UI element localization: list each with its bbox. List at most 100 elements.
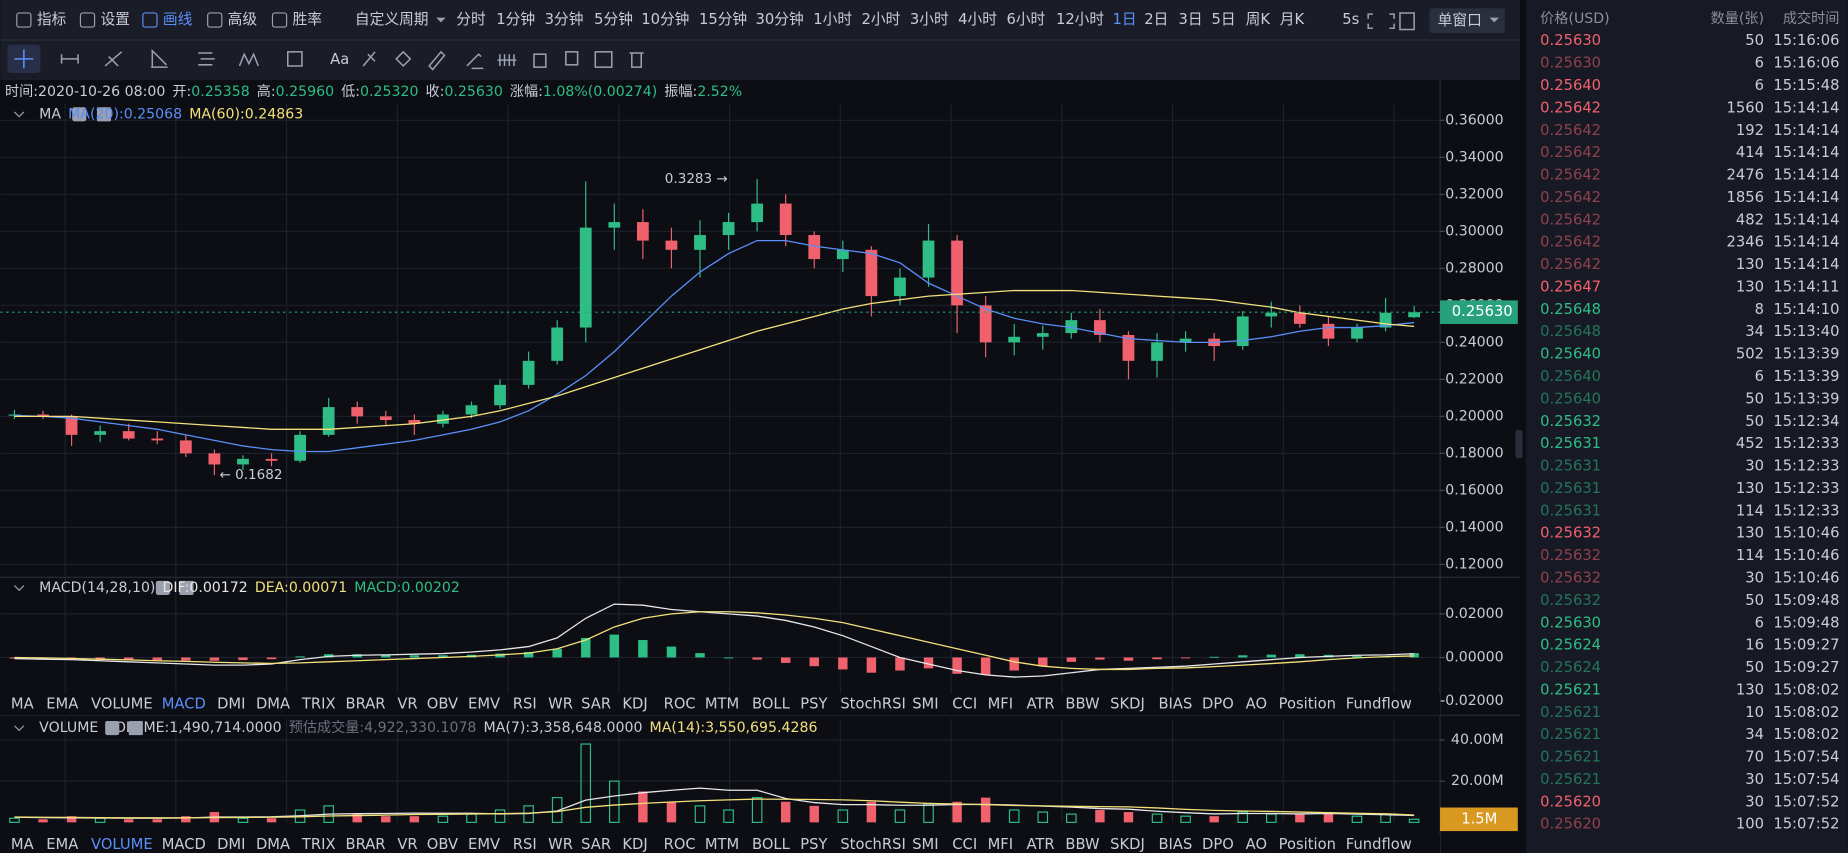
indicator-tab[interactable]: Fundflow — [1346, 696, 1412, 713]
tool-button[interactable]: 画线 — [163, 11, 193, 28]
period-button[interactable]: 4小时 — [958, 11, 997, 28]
indicator-tab[interactable]: ATR — [1027, 696, 1055, 713]
angle-tool[interactable] — [151, 48, 168, 68]
indicator-tab[interactable]: TRIX — [301, 836, 336, 853]
tool-icon[interactable] — [16, 12, 32, 28]
period-button[interactable]: 3分钟 — [545, 11, 584, 28]
indicator-tab[interactable]: VR — [397, 836, 417, 853]
copy-tool[interactable] — [565, 51, 579, 66]
indicator-tab[interactable]: DPO — [1202, 696, 1234, 713]
collapse-handle[interactable] — [1515, 430, 1523, 459]
indicator-tab[interactable]: SMI — [912, 696, 938, 713]
period-button[interactable]: 1小时 — [813, 11, 852, 28]
tool-icon[interactable] — [271, 12, 288, 28]
period-button[interactable]: 6小时 — [1006, 11, 1045, 28]
indicator-tab[interactable]: KDJ — [622, 696, 647, 713]
indicator-tab[interactable]: Position — [1279, 836, 1336, 853]
indicator-tab[interactable]: BRAR — [346, 836, 386, 853]
splitter[interactable] — [1520, 0, 1527, 853]
indicator-tab[interactable]: EMA — [46, 836, 78, 853]
indicator-tab[interactable]: BIAS — [1158, 696, 1192, 713]
settings-icon[interactable] — [155, 580, 170, 595]
lock-tool[interactable] — [533, 53, 547, 68]
collapse-arrow[interactable] — [14, 725, 25, 732]
indicator-tab[interactable]: SAR — [581, 696, 611, 713]
indicator-tab[interactable]: MTM — [705, 836, 739, 853]
tool-button[interactable]: 高级 — [228, 11, 258, 28]
indicator-tab[interactable]: Position — [1279, 696, 1336, 713]
indicator-tab[interactable]: MA — [11, 836, 34, 853]
period-button[interactable]: 3日 — [1178, 11, 1202, 28]
delete-tool[interactable] — [629, 52, 644, 68]
window-mode[interactable]: 单窗口 — [1438, 11, 1482, 29]
period-button[interactable]: 15分钟 — [699, 11, 747, 28]
font-button[interactable]: Aa — [330, 51, 349, 68]
indicator-tab[interactable]: StochRSI — [840, 696, 905, 713]
period-button[interactable]: 5分钟 — [594, 11, 633, 28]
indicator-tab[interactable]: KDJ — [622, 836, 647, 853]
tool-button[interactable]: 指标 — [37, 11, 67, 28]
period-button[interactable]: 5日 — [1211, 11, 1235, 28]
indicator-tab[interactable]: BBW — [1065, 696, 1100, 713]
period-button[interactable]: 1分钟 — [496, 11, 535, 28]
period-button[interactable]: 1日 — [1113, 11, 1137, 28]
collapse-arrow[interactable] — [14, 585, 25, 592]
pattern-tool[interactable] — [497, 54, 517, 66]
indicator-tab[interactable]: CCI — [952, 836, 977, 853]
period-button[interactable]: 周K — [1246, 11, 1271, 28]
indicator-tab[interactable]: PSY — [800, 696, 828, 713]
indicator-tab[interactable]: MTM — [705, 696, 739, 713]
indicator-tab[interactable]: VOLUME — [91, 696, 153, 713]
tool-button[interactable]: 设置 — [100, 11, 129, 28]
indicator-tab[interactable]: PSY — [800, 836, 828, 853]
wave-tool[interactable] — [238, 52, 260, 67]
highlight-tool[interactable] — [466, 53, 484, 70]
indicator-tab[interactable]: OBV — [427, 696, 458, 713]
period-button[interactable]: 分时 — [456, 11, 486, 28]
brush-tool[interactable] — [362, 51, 376, 67]
period-menu[interactable]: 自定义周期 — [355, 11, 429, 28]
period-button[interactable]: 3小时 — [910, 11, 949, 28]
indicator-tab[interactable]: ATR — [1027, 836, 1055, 853]
settings-icon[interactable] — [105, 721, 120, 736]
indicator-tab[interactable]: SKDJ — [1110, 836, 1145, 853]
refresh-rate[interactable]: 5s — [1342, 11, 1359, 28]
indicator-tab[interactable]: CCI — [952, 696, 977, 713]
tool-icon[interactable] — [142, 12, 158, 28]
indicator-tab[interactable]: DMA — [256, 696, 290, 713]
indicator-tab[interactable]: DMI — [217, 696, 245, 713]
indicator-tab[interactable]: EMV — [468, 696, 500, 713]
indicator-tab[interactable]: ROC — [664, 696, 696, 713]
period-button[interactable]: 30分钟 — [756, 11, 804, 28]
indicator-tab[interactable]: EMA — [46, 696, 78, 713]
indicator-tab[interactable]: SMI — [912, 836, 938, 853]
indicator-tab[interactable]: WR — [548, 696, 573, 713]
indicator-tab[interactable]: MA — [11, 696, 34, 713]
indicator-tab[interactable]: WR — [548, 836, 573, 853]
fib-tool[interactable] — [198, 52, 215, 66]
tool-button[interactable]: 胜率 — [292, 11, 321, 28]
indicator-tab[interactable]: BIAS — [1158, 836, 1192, 853]
indicator-tab[interactable]: AO — [1246, 696, 1267, 713]
window-select[interactable] — [1429, 8, 1505, 33]
tool-icon[interactable] — [79, 12, 96, 28]
pen-tool[interactable] — [428, 50, 446, 71]
indicator-tab[interactable]: DMA — [256, 836, 290, 853]
period-button[interactable]: 12小时 — [1056, 11, 1104, 28]
indicator-tab[interactable]: AO — [1246, 836, 1267, 853]
period-button[interactable]: 2小时 — [862, 11, 901, 28]
indicator-tab[interactable]: SKDJ — [1110, 696, 1145, 713]
indicator-tab[interactable]: BOLL — [752, 696, 791, 713]
eraser-tool[interactable] — [395, 50, 412, 68]
indicator-tab[interactable]: StochRSI — [840, 836, 905, 853]
period-button[interactable]: 月K — [1280, 11, 1305, 28]
indicator-tab[interactable]: MACD — [162, 696, 206, 713]
indicator-tab[interactable]: ROC — [664, 836, 696, 853]
tool-icon[interactable] — [207, 12, 223, 28]
close-icon[interactable] — [179, 580, 194, 595]
indicator-tab[interactable]: DMI — [217, 836, 245, 853]
shape-tool[interactable] — [287, 51, 303, 67]
crosshair-icon[interactable] — [14, 49, 34, 69]
indicator-tab[interactable]: BBW — [1065, 836, 1100, 853]
indicator-tab[interactable]: VR — [397, 696, 417, 713]
